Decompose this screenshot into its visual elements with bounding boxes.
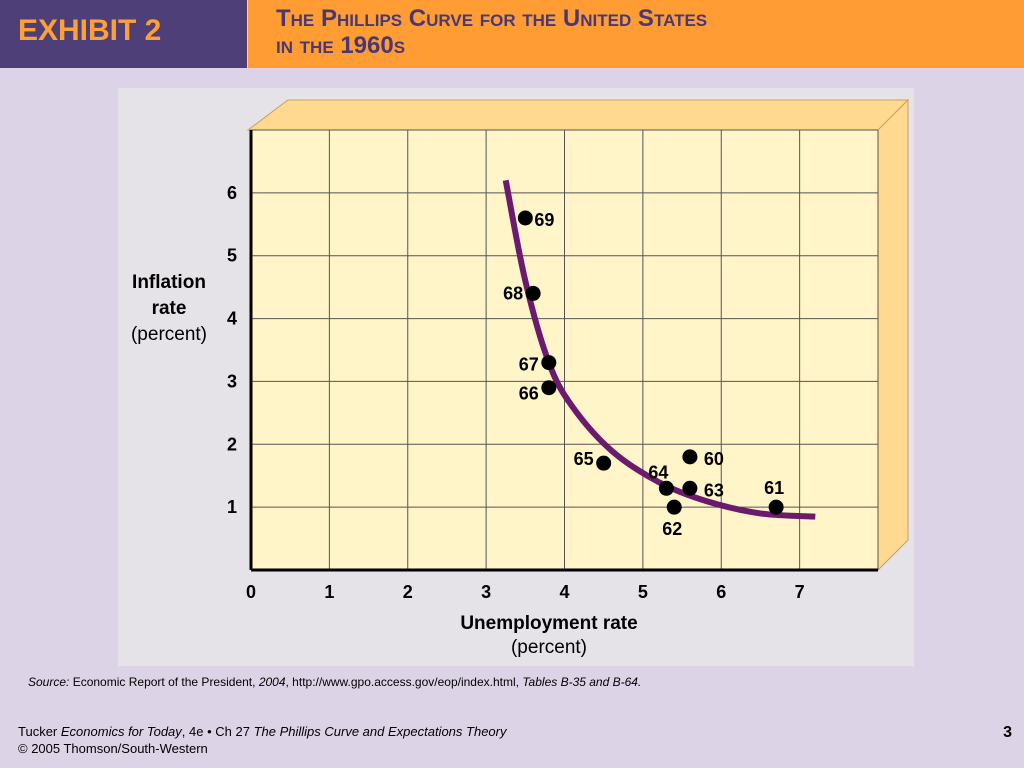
x-axis-unit: (percent) [511, 637, 587, 658]
y-tick-label: 6 [227, 183, 237, 203]
footer-chapter: The Phillips Curve and Expectations Theo… [253, 724, 507, 739]
footer-credits: Tucker Economics for Today, 4e • Ch 27 T… [18, 723, 506, 757]
data-point-68 [525, 285, 541, 301]
exhibit-label: EXHIBIT 2 [18, 14, 162, 47]
source-url: , http://www.gpo.access.gov/eop/index.ht… [285, 675, 519, 689]
footer-book-line: Tucker Economics for Today, 4e • Ch 27 T… [18, 723, 506, 740]
plot-top-face [246, 99, 910, 131]
data-point-label-65: 65 [574, 449, 594, 469]
y-axis-label-line-1: Inflation [132, 272, 206, 293]
data-point-66 [541, 380, 557, 396]
x-tick-label: 5 [638, 582, 648, 602]
data-point-label-67: 67 [519, 355, 539, 375]
x-tick-label: 1 [324, 582, 334, 602]
data-point-label-61: 61 [764, 478, 784, 498]
source-year: 2004 [258, 675, 286, 689]
x-tick-label: 0 [246, 582, 256, 602]
data-point-63 [682, 480, 698, 496]
y-axis-label-line-2: rate [152, 298, 187, 319]
y-tick-label: 5 [227, 246, 237, 266]
slide-title: The Phillips Curve for the United States… [276, 5, 707, 59]
data-point-67 [541, 355, 557, 371]
data-point-label-64: 64 [648, 462, 668, 482]
source-report: Economic Report of the President, [72, 675, 256, 689]
data-point-label-68: 68 [503, 283, 523, 303]
footer-book: Economics for Today [60, 724, 182, 739]
slide-title-line-2: in the 1960s [276, 32, 406, 59]
x-tick-label: 7 [795, 582, 805, 602]
footer-copyright: © 2005 Thomson/South-Western [18, 741, 208, 756]
data-point-65 [596, 455, 612, 471]
plot-side-face [877, 98, 909, 572]
data-point-64 [658, 480, 674, 496]
data-point-62 [666, 499, 682, 515]
y-tick-label: 2 [227, 434, 237, 454]
source-citation: Source: Economic Report of the President… [28, 675, 641, 689]
data-point-label-62: 62 [662, 519, 682, 539]
data-points: 60 61 62 63 64 65 66 67 68 69 [503, 210, 784, 539]
x-tick-label: 4 [559, 582, 569, 602]
y-axis-unit: (percent) [131, 324, 207, 345]
y-tick-label: 3 [227, 371, 237, 391]
data-point-label-66: 66 [519, 384, 539, 404]
title-bar: The Phillips Curve for the United States… [248, 0, 1024, 68]
y-tick-label: 4 [227, 309, 237, 329]
x-axis-label: Unemployment rate [460, 613, 637, 634]
x-tick-label: 2 [403, 582, 413, 602]
grid-lines [251, 129, 879, 570]
x-tick-label: 6 [716, 582, 726, 602]
data-point-label-69: 69 [534, 210, 554, 230]
footer-edition: , 4e • Ch 27 [181, 724, 250, 739]
exhibit-header-box: EXHIBIT 2 [0, 0, 247, 68]
source-tables: Tables B-35 and B-64. [522, 675, 642, 689]
data-point-69 [517, 210, 533, 226]
page-number: 3 [1003, 724, 1012, 741]
data-point-61 [768, 499, 784, 515]
y-tick-label: 1 [227, 497, 237, 517]
y-tick-labels: 1 2 3 4 5 6 [227, 183, 237, 517]
data-point-label-63: 63 [704, 480, 724, 500]
footer-author: Tucker [18, 724, 58, 739]
x-tick-labels: 0 1 2 3 4 5 6 7 [246, 582, 805, 602]
slide-title-line-1: The Phillips Curve for the United States [276, 5, 708, 32]
data-point-label-60: 60 [704, 449, 724, 469]
x-tick-label: 3 [481, 582, 491, 602]
data-point-60 [682, 449, 698, 465]
phillips-curve-line [502, 179, 816, 520]
source-prefix: Source: [28, 675, 70, 689]
